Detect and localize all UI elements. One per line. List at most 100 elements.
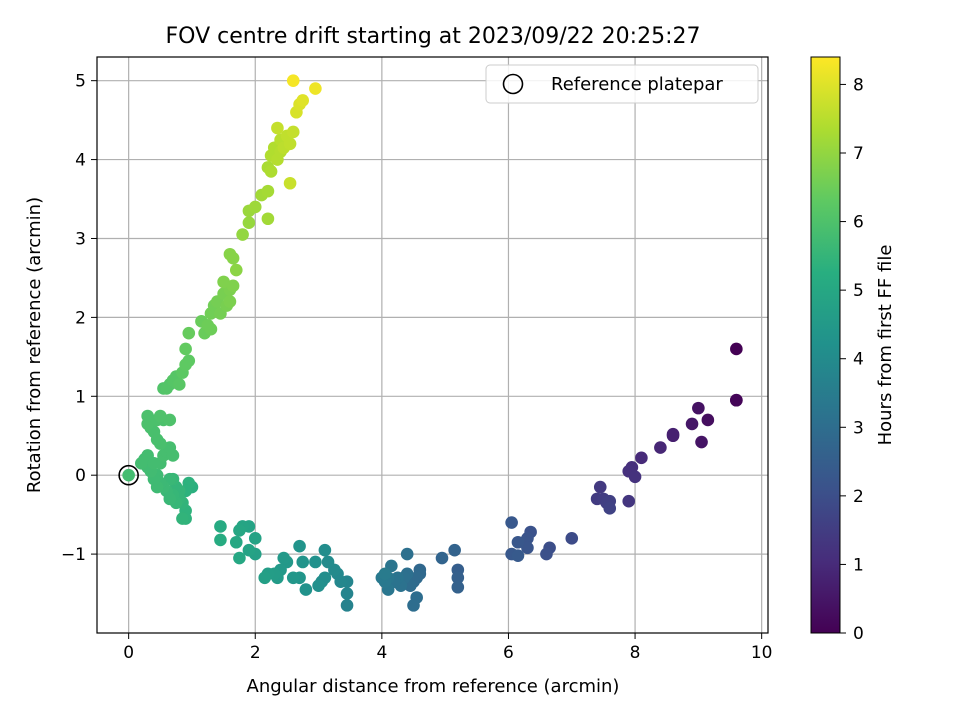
colorbar-tick-label: 0 <box>853 624 864 644</box>
data-points <box>135 74 743 612</box>
data-point <box>283 137 297 151</box>
data-point <box>248 532 262 545</box>
data-point <box>204 322 218 336</box>
data-point <box>309 82 322 95</box>
data-point <box>312 579 325 592</box>
data-point <box>701 413 715 427</box>
legend-marker <box>502 73 524 95</box>
y-axis-ticks: −1 0 1 2 3 4 5 <box>61 72 97 565</box>
data-point <box>248 200 262 214</box>
data-point <box>226 279 240 293</box>
data-point <box>296 555 310 569</box>
data-point <box>258 571 272 585</box>
colorbar: 0 1 2 3 4 5 6 7 8 Hours from first FF file <box>810 56 896 644</box>
y-tick-label: 1 <box>75 387 86 407</box>
colorbar-gradient <box>810 56 841 634</box>
colorbar-ticks: 0 1 2 3 4 5 6 7 8 <box>840 75 864 644</box>
plot-frame <box>96 56 769 634</box>
legend: Reference platepar <box>485 64 759 104</box>
reference-point-fill <box>122 468 135 482</box>
y-tick-label: 0 <box>75 466 86 486</box>
data-point <box>340 599 354 612</box>
x-axis-ticks: 0 2 4 6 8 10 <box>123 633 772 663</box>
data-point <box>226 251 240 265</box>
data-point <box>214 533 227 547</box>
data-point <box>451 580 465 594</box>
data-point <box>730 342 743 356</box>
data-point <box>340 587 354 600</box>
data-point <box>407 599 420 612</box>
data-point <box>182 326 196 340</box>
data-point <box>179 342 192 356</box>
data-point <box>692 401 705 415</box>
data-point <box>277 551 291 565</box>
x-tick-label: 2 <box>250 643 261 663</box>
data-point <box>654 441 667 454</box>
reference-point <box>118 464 139 486</box>
data-point <box>695 435 708 449</box>
data-point <box>163 413 177 427</box>
data-point <box>635 451 648 465</box>
colorbar-tick-label: 7 <box>853 144 864 164</box>
data-point <box>261 184 275 198</box>
data-point <box>730 393 743 407</box>
x-tick-label: 0 <box>123 643 134 663</box>
data-point <box>286 74 300 87</box>
data-point <box>182 354 196 368</box>
x-tick-label: 10 <box>751 643 773 663</box>
data-point <box>283 176 297 190</box>
legend-box <box>485 64 759 104</box>
data-point <box>603 502 617 515</box>
data-point <box>540 547 553 561</box>
chart-title: FOV centre drift starting at 2023/09/22 … <box>166 24 701 49</box>
data-point <box>511 535 525 549</box>
colorbar-tick-label: 2 <box>853 487 864 507</box>
x-tick-label: 4 <box>376 643 387 663</box>
data-point <box>451 571 465 585</box>
data-point <box>264 165 278 178</box>
data-point <box>176 512 189 525</box>
data-point <box>378 567 392 581</box>
data-point <box>223 295 237 308</box>
data-point <box>293 539 306 553</box>
colorbar-tick-label: 5 <box>853 281 864 301</box>
data-point <box>400 547 414 561</box>
data-point <box>622 494 636 508</box>
colorbar-label: Hours from first FF file <box>875 245 896 446</box>
data-point <box>521 541 534 555</box>
data-point <box>271 121 284 135</box>
y-tick-label: 3 <box>75 229 86 249</box>
colorbar-tick-label: 1 <box>853 555 864 575</box>
data-point <box>321 555 335 569</box>
grid-lines <box>97 57 768 633</box>
data-point <box>214 520 227 533</box>
data-point <box>141 409 154 423</box>
data-point <box>135 457 148 470</box>
data-point <box>318 543 332 557</box>
y-axis-label: Rotation from reference (arcmin) <box>24 197 45 493</box>
data-point <box>511 549 525 562</box>
data-point <box>286 125 300 139</box>
data-point <box>565 532 579 545</box>
colorbar-tick-label: 6 <box>853 213 864 233</box>
data-point <box>229 535 243 549</box>
x-tick-label: 8 <box>630 643 641 663</box>
data-point <box>217 275 230 289</box>
data-point <box>154 409 167 423</box>
data-point <box>172 378 186 391</box>
data-point <box>666 427 680 441</box>
colorbar-tick-label: 4 <box>853 350 864 370</box>
data-point <box>286 571 300 585</box>
colorbar-tick-label: 3 <box>853 418 864 438</box>
colorbar-tick-label: 8 <box>853 75 864 95</box>
data-point <box>593 480 607 494</box>
data-point <box>236 228 249 241</box>
data-point <box>163 441 177 454</box>
data-point <box>296 94 310 107</box>
reference-marker <box>118 464 139 486</box>
data-point <box>229 263 243 277</box>
data-point <box>242 543 256 557</box>
legend-label: Reference platepar <box>551 74 723 95</box>
data-point <box>505 516 518 529</box>
